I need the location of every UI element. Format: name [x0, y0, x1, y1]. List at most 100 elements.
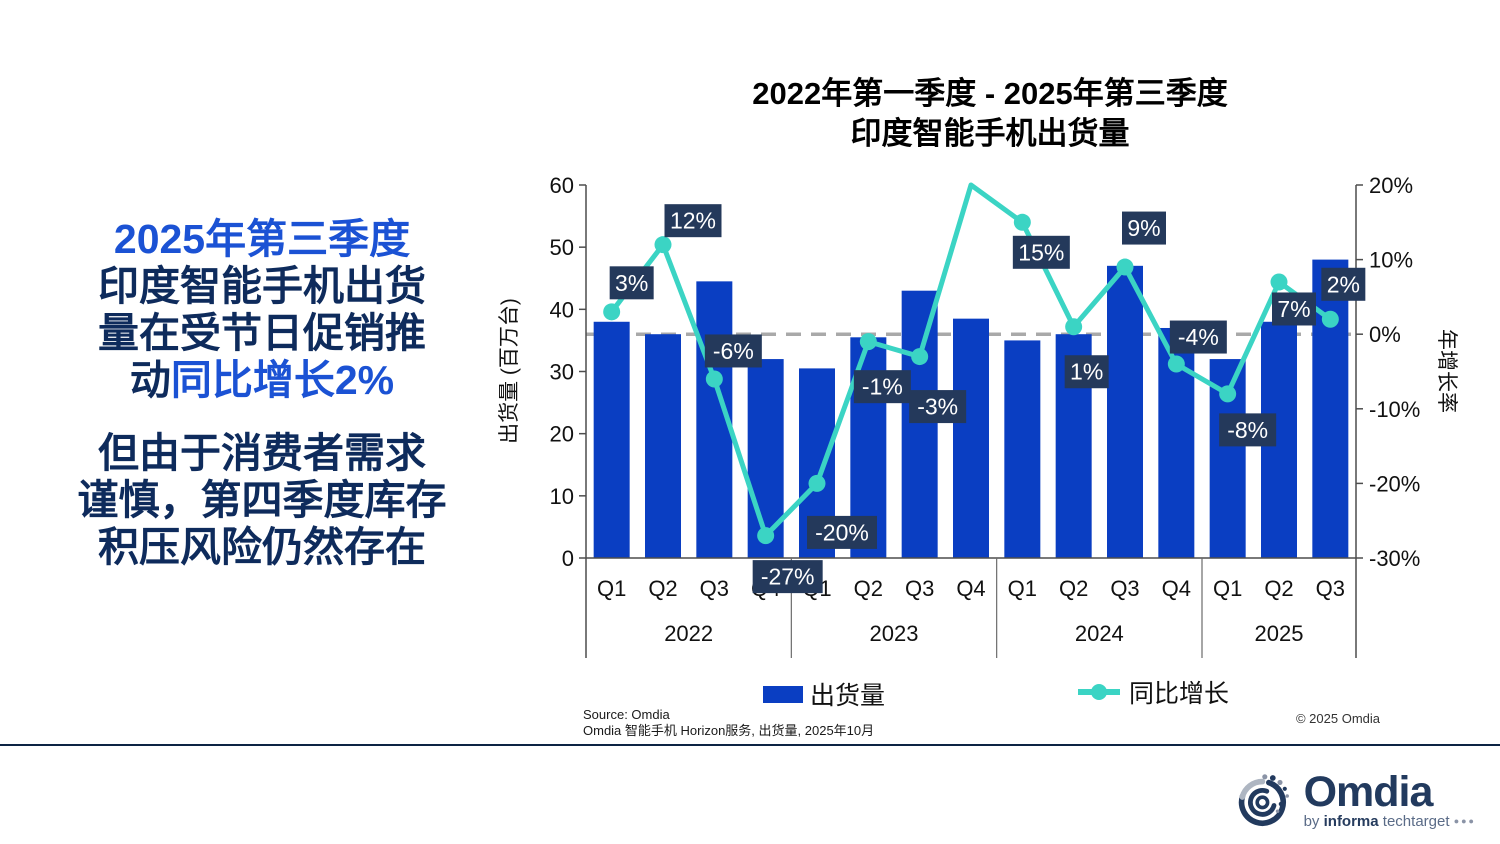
growth-point: [654, 236, 672, 254]
growth-data-label: -8%: [1227, 417, 1268, 443]
growth-line-marker-icon: [1078, 684, 1120, 700]
growth-data-label-box: [664, 204, 722, 238]
quarter-label: Q2: [1059, 576, 1088, 601]
year-label: 2023: [870, 621, 919, 646]
headline-growth-highlight: 同比增长2%: [170, 357, 395, 403]
shipment-bar: [645, 334, 681, 558]
growth-point: [911, 348, 929, 366]
growth-data-label-box: [752, 560, 823, 594]
growth-point: [705, 370, 723, 388]
shipment-bar: [1107, 265, 1143, 558]
growth-data-label-box: [1064, 355, 1109, 389]
left-axis-title: 出货量 (百万台): [498, 298, 521, 444]
growth-data-label: -4%: [1178, 324, 1219, 350]
year-label: 2024: [1075, 621, 1124, 646]
shipment-bar: [953, 318, 989, 558]
legend-growth-label: 同比增长: [1129, 680, 1230, 708]
right-axis-tick-label: -30%: [1369, 546, 1420, 571]
quarter-label: Q3: [1316, 576, 1345, 601]
growth-data-label-box: [1012, 235, 1070, 269]
growth-data-label-box: [1272, 292, 1316, 326]
quarter-label: Q2: [648, 576, 677, 601]
tagline-techtarget: techtarget: [1382, 812, 1450, 830]
quarter-label: Q4: [1162, 576, 1191, 601]
tagline-informa: informa: [1323, 812, 1379, 830]
growth-data-label: -27%: [761, 564, 815, 590]
growth-data-label: 1%: [1070, 359, 1103, 385]
right-axis-tick-label: -20%: [1369, 471, 1420, 496]
growth-data-label: -3%: [917, 394, 958, 420]
source-note: Source: Omdia Omdia 智能手机 Horizon服务, 出货量,…: [583, 707, 874, 739]
omdia-logo: Omdia by informa techtarget ●●●: [1236, 762, 1476, 838]
left-axis-tick-label: 30: [550, 360, 574, 385]
growth-data-label: 3%: [615, 270, 648, 296]
growth-data-label: -20%: [815, 519, 869, 545]
growth-data-label: 7%: [1277, 296, 1310, 322]
footer-divider: [0, 744, 1500, 746]
right-axis-tick-label: 20%: [1369, 173, 1413, 198]
growth-data-label-box: [1321, 267, 1366, 301]
quarter-label: Q3: [905, 576, 934, 601]
chart-title: 2022年第一季度 - 2025年第三季度 印度智能手机出货量: [600, 74, 1380, 154]
growth-point: [859, 333, 877, 351]
growth-point: [1065, 318, 1083, 336]
chart-title-line2: 印度智能手机出货量: [850, 116, 1130, 151]
growth-data-label-box: [807, 515, 877, 549]
subheadline-line2: 谨慎，第四季度库存: [77, 477, 447, 523]
quarter-label: Q2: [854, 576, 883, 601]
year-label: 2022: [664, 621, 713, 646]
quarter-label: Q4: [956, 576, 985, 601]
left-axis-tick-label: 0: [562, 546, 574, 571]
right-axis-tick-label: 10%: [1369, 248, 1413, 273]
quarter-label: Q1: [1008, 576, 1037, 601]
growth-data-label-box: [609, 266, 654, 300]
tagline-dots-icon: ●●●: [1453, 815, 1476, 826]
tagline-by: by: [1303, 812, 1320, 830]
left-axis-tick-label: 10: [550, 484, 574, 509]
growth-data-label: 15%: [1018, 239, 1064, 265]
growth-point: [808, 474, 826, 492]
growth-point: [757, 527, 775, 545]
growth-point: [1219, 385, 1237, 403]
growth-data-label-box: [1122, 211, 1166, 245]
quarter-label: Q3: [1110, 576, 1139, 601]
growth-data-label-box: [704, 334, 762, 368]
growth-data-label: -6%: [713, 338, 754, 364]
growth-data-label: 12%: [670, 208, 716, 234]
growth-point: [1270, 273, 1288, 291]
subheadline-line1: 但由于消费者需求: [98, 430, 426, 476]
omdia-wordmark: Omdia: [1303, 767, 1434, 816]
left-axis-tick-label: 40: [550, 297, 574, 322]
source-line2: Omdia 智能手机 Horizon服务, 出货量, 2025年10月: [583, 723, 875, 738]
left-axis-tick-label: 50: [550, 235, 574, 260]
quarter-label: Q2: [1264, 576, 1293, 601]
quarter-label: Q1: [597, 576, 626, 601]
shipment-bar: [1004, 340, 1041, 558]
legend-item-growth: 同比增长: [1076, 674, 1229, 710]
growth-point: [1167, 355, 1185, 373]
left-axis-tick-label: 20: [550, 422, 574, 447]
growth-line: [609, 182, 1332, 539]
headline-text-line4a: 动: [129, 357, 171, 403]
left-axis-tick-label: 60: [550, 173, 574, 198]
legend-shipments-label: 出货量: [810, 682, 886, 710]
copyright-note: © 2025 Omdia: [1295, 711, 1380, 726]
growth-data-label-box: [853, 370, 911, 404]
quarter-label: Q1: [1213, 576, 1242, 601]
growth-point: [1321, 310, 1339, 328]
year-label: 2025: [1255, 621, 1304, 646]
headline-quarter: 2025年第三季度: [113, 216, 411, 262]
omdia-logo-text: Omdia by informa techtarget ●●●: [1303, 767, 1476, 830]
growth-point: [1116, 258, 1134, 276]
growth-data-label: 9%: [1127, 215, 1160, 241]
shipments-swatch-icon: [763, 685, 803, 703]
growth-data-label: 2%: [1327, 271, 1360, 297]
legend-item-shipments: 出货量: [763, 676, 885, 712]
headline-text-line3: 量在受节日促销推: [98, 310, 426, 356]
shipment-bar: [593, 321, 630, 558]
right-axis-tick-label: -10%: [1369, 397, 1420, 422]
growth-data-label-box: [909, 390, 967, 424]
growth-point: [1013, 213, 1031, 231]
